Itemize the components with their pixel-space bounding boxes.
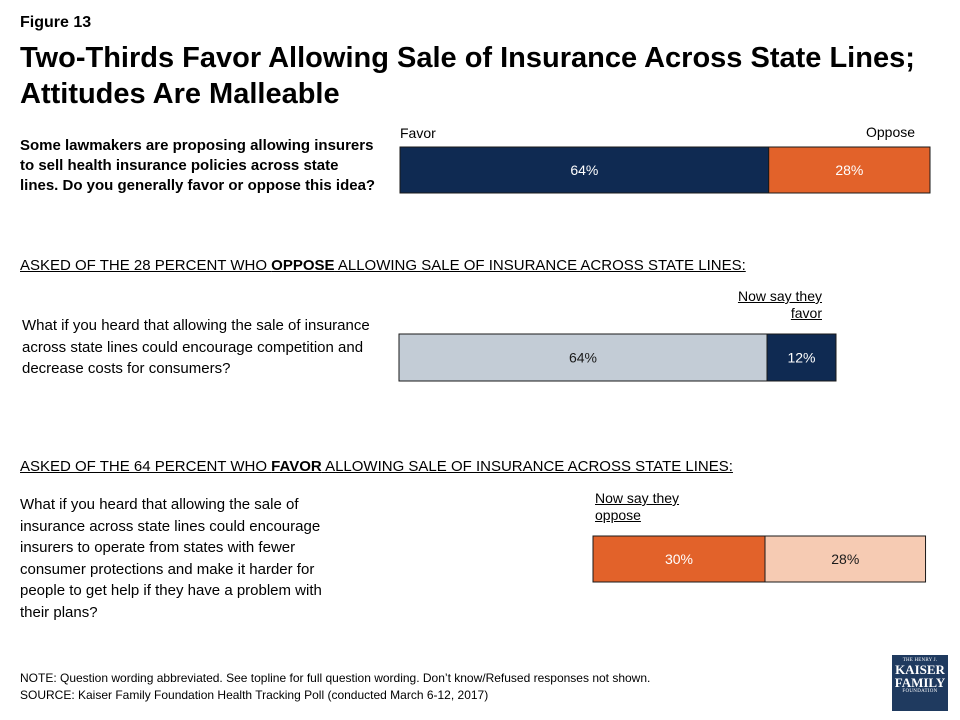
title-line-2: Attitudes Are Malleable xyxy=(20,78,340,110)
now-oppose-label-line-1: Now say they xyxy=(595,490,680,506)
now-favor-label-line-2: favor xyxy=(790,305,822,321)
bar-2-segment-2 xyxy=(766,333,837,382)
note-line: NOTE: Question wording abbreviated. See … xyxy=(20,671,651,685)
bar-3-segment-1-label: 30% xyxy=(665,551,693,567)
section-prefix: ASKED OF THE 28 PERCENT WHO xyxy=(20,257,272,274)
figure-number: Figure 13 xyxy=(20,14,92,31)
bar-2-segment-1-label: 64% xyxy=(569,350,597,366)
bar-3-segment-2-label: 28% xyxy=(831,551,859,567)
bar-2-segment-1 xyxy=(398,333,768,382)
bar-1-segment-1 xyxy=(399,146,770,194)
kff-logo: THE HENRY J. KAISER FAMILY FOUNDATION xyxy=(892,655,948,711)
favor-label: Favor xyxy=(400,125,436,141)
bar-1-segment-1-label: 64% xyxy=(570,162,598,178)
now-favor-label-line-1: Now say they xyxy=(737,288,822,304)
logo-line-3: FAMILY xyxy=(894,675,946,690)
logo-line-4: FOUNDATION xyxy=(902,689,938,694)
question-3: What if you heard that allowing the sale… xyxy=(20,496,322,621)
section-emphasis: OPPOSE xyxy=(271,257,335,274)
chart-title: Two-Thirds Favor Allowing Sale of Insura… xyxy=(20,40,950,112)
source-line: SOURCE: Kaiser Family Foundation Health … xyxy=(20,688,489,702)
section-emphasis: FAVOR xyxy=(271,458,322,475)
logo-line-1: THE HENRY J. xyxy=(902,658,938,663)
bar-3-segment-2 xyxy=(764,535,927,583)
question-1: Some lawmakers are proposing allowing in… xyxy=(20,137,376,194)
now-favor-label: Now say they favor xyxy=(729,288,822,322)
section-heading-favor: ASKED OF THE 64 PERCENT WHO FAVOR ALLOWI… xyxy=(20,458,733,476)
bar-3-segment-1 xyxy=(592,535,766,583)
section-prefix: ASKED OF THE 64 PERCENT WHO xyxy=(20,458,272,475)
footnote: NOTE: Question wording abbreviated. See … xyxy=(20,670,650,704)
bar-1-segment-2-label: 28% xyxy=(835,162,863,178)
section-heading-oppose: ASKED OF THE 28 PERCENT WHO OPPOSE ALLOW… xyxy=(20,257,746,275)
section-suffix: ALLOWING SALE OF INSURANCE ACROSS STATE … xyxy=(334,257,746,274)
bar-1-segment-2 xyxy=(768,146,931,194)
now-oppose-label-line-2: oppose xyxy=(595,507,641,523)
title-line-1: Two-Thirds Favor Allowing Sale of Insura… xyxy=(20,42,915,74)
logo-line-2: KAISER xyxy=(895,662,945,677)
question-2: What if you heard that allowing the sale… xyxy=(22,317,370,377)
section-suffix: ALLOWING SALE OF INSURANCE ACROSS STATE … xyxy=(321,458,733,475)
bar-2-segment-2-label: 12% xyxy=(787,350,815,366)
oppose-label: Oppose xyxy=(866,124,916,140)
now-oppose-label: Now say they oppose xyxy=(595,490,705,524)
